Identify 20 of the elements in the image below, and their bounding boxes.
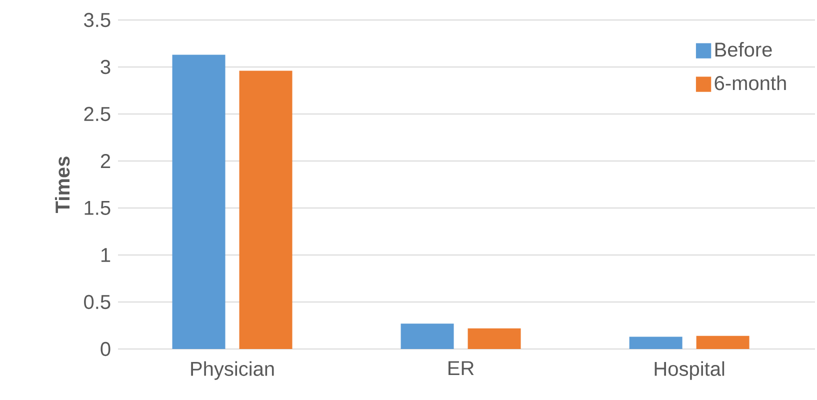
y-tick-label: 0 bbox=[100, 342, 110, 356]
bar bbox=[172, 54, 226, 349]
legend-label: Before bbox=[715, 42, 772, 57]
x-tick-label: Hospital bbox=[654, 361, 724, 380]
bar bbox=[468, 328, 521, 349]
bar bbox=[629, 336, 682, 349]
legend-label: 6-month bbox=[714, 76, 786, 90]
y-tick-label: 2 bbox=[100, 154, 110, 168]
y-tick-label: 1 bbox=[101, 248, 110, 262]
y-tick-label: 1.5 bbox=[84, 201, 110, 215]
y-tick-label: 0.5 bbox=[84, 294, 110, 310]
bar bbox=[696, 336, 750, 349]
bar bbox=[400, 324, 454, 349]
y-tick-label: 2.5 bbox=[84, 106, 110, 122]
y-tick-label: 3.5 bbox=[84, 12, 110, 28]
x-tick-label: Physician bbox=[191, 361, 274, 380]
x-tick-label: ER bbox=[448, 361, 474, 376]
bar bbox=[239, 70, 292, 349]
y-axis-title: Times bbox=[54, 156, 70, 213]
y-tick-label: 3 bbox=[100, 60, 110, 74]
